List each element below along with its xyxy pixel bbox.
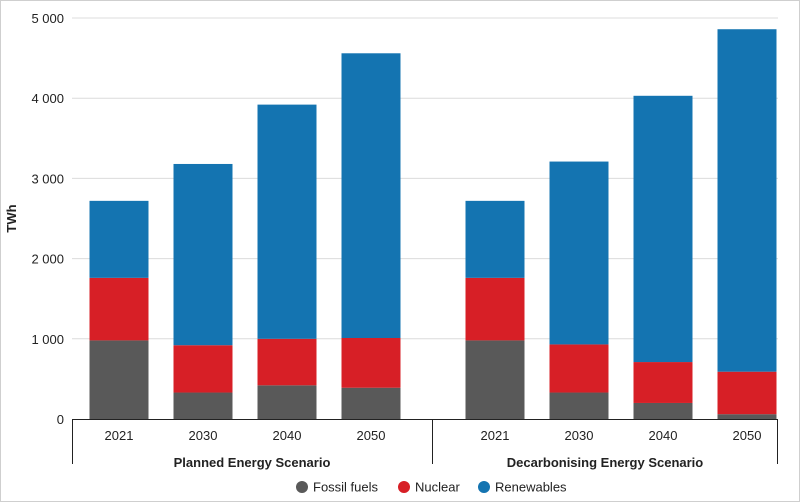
x-tick-label: 2021 bbox=[105, 428, 134, 443]
x-tick-label: 2050 bbox=[357, 428, 386, 443]
bar-segment bbox=[173, 392, 233, 419]
y-tick-label: 4 000 bbox=[31, 91, 64, 106]
y-tick-label: 3 000 bbox=[31, 171, 64, 186]
bar-segment bbox=[717, 414, 777, 419]
x-tick-label: 2030 bbox=[565, 428, 594, 443]
bar-segment bbox=[465, 340, 525, 419]
x-tick-label: 2040 bbox=[273, 428, 302, 443]
bar-segment bbox=[257, 338, 317, 386]
legend-marker bbox=[478, 481, 490, 493]
bar-segment bbox=[717, 29, 777, 372]
bar-segment bbox=[89, 200, 149, 278]
bar-segment bbox=[89, 277, 149, 341]
bar-segment bbox=[549, 344, 609, 393]
bar-segment bbox=[633, 95, 693, 363]
bar-segment bbox=[341, 53, 401, 338]
bar-segment bbox=[341, 387, 401, 419]
bar-segment bbox=[717, 371, 777, 415]
bar-segment bbox=[549, 392, 609, 419]
group-label: Decarbonising Energy Scenario bbox=[507, 455, 704, 470]
group-label: Planned Energy Scenario bbox=[174, 455, 331, 470]
legend-label: Nuclear bbox=[415, 480, 460, 495]
y-tick-label: 2 000 bbox=[31, 252, 64, 267]
y-axis-label: TWh bbox=[4, 204, 19, 232]
bar-segment bbox=[465, 277, 525, 341]
y-tick-label: 0 bbox=[57, 412, 64, 427]
x-tick-label: 2021 bbox=[481, 428, 510, 443]
bar-segment bbox=[173, 345, 233, 393]
bar-segment bbox=[89, 340, 149, 419]
legend-label: Fossil fuels bbox=[313, 480, 379, 495]
bar-segment bbox=[549, 161, 609, 345]
legend-label: Renewables bbox=[495, 480, 567, 495]
bar-segment bbox=[465, 200, 525, 278]
bar-segment bbox=[257, 385, 317, 419]
y-tick-label: 1 000 bbox=[31, 332, 64, 347]
y-tick-label: 5 000 bbox=[31, 11, 64, 26]
x-tick-label: 2030 bbox=[189, 428, 218, 443]
bar-segment bbox=[257, 104, 317, 339]
bar-segment bbox=[173, 163, 233, 346]
x-tick-label: 2040 bbox=[649, 428, 678, 443]
bar-segment bbox=[633, 402, 693, 419]
bar-segment bbox=[341, 337, 401, 388]
bar-segment bbox=[633, 362, 693, 403]
legend-marker bbox=[296, 481, 308, 493]
x-tick-label: 2050 bbox=[733, 428, 762, 443]
legend-marker bbox=[398, 481, 410, 493]
